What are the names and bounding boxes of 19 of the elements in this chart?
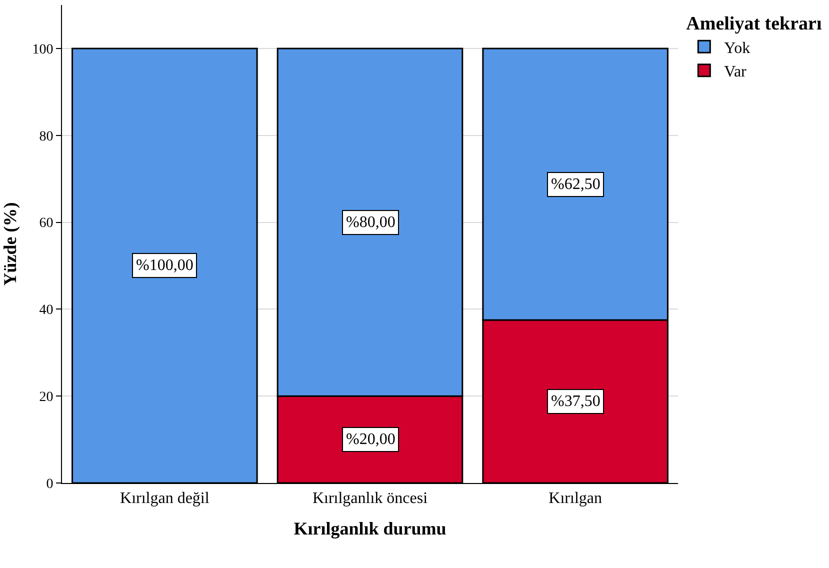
legend-title: Ameliyat tekrarı (686, 14, 822, 35)
y-tick-label: 0 (46, 476, 54, 492)
y-tick-label: 20 (39, 390, 54, 405)
legend-label: Yok (724, 40, 750, 57)
data-label: %80,00 (346, 214, 396, 231)
x-tick-label: Kırılganlık öncesi (312, 490, 428, 508)
legend-label: Var (724, 64, 748, 81)
data-label: %62,50 (551, 176, 600, 193)
x-axis-title: Kırılganlık durumu (294, 518, 446, 538)
y-tick-label: 60 (39, 216, 54, 232)
x-tick-label: Kırılgan (548, 490, 602, 508)
data-label: %20,00 (346, 431, 396, 448)
data-label: %100,00 (136, 257, 194, 274)
y-tick-label: 100 (32, 42, 54, 58)
y-axis-title: Yüzde (%) (0, 202, 20, 286)
y-tick-label: 40 (39, 303, 54, 318)
y-tick-label: 80 (39, 129, 54, 144)
data-label: %37,50 (551, 393, 600, 410)
x-tick-label: Kırılgan değil (120, 490, 210, 508)
